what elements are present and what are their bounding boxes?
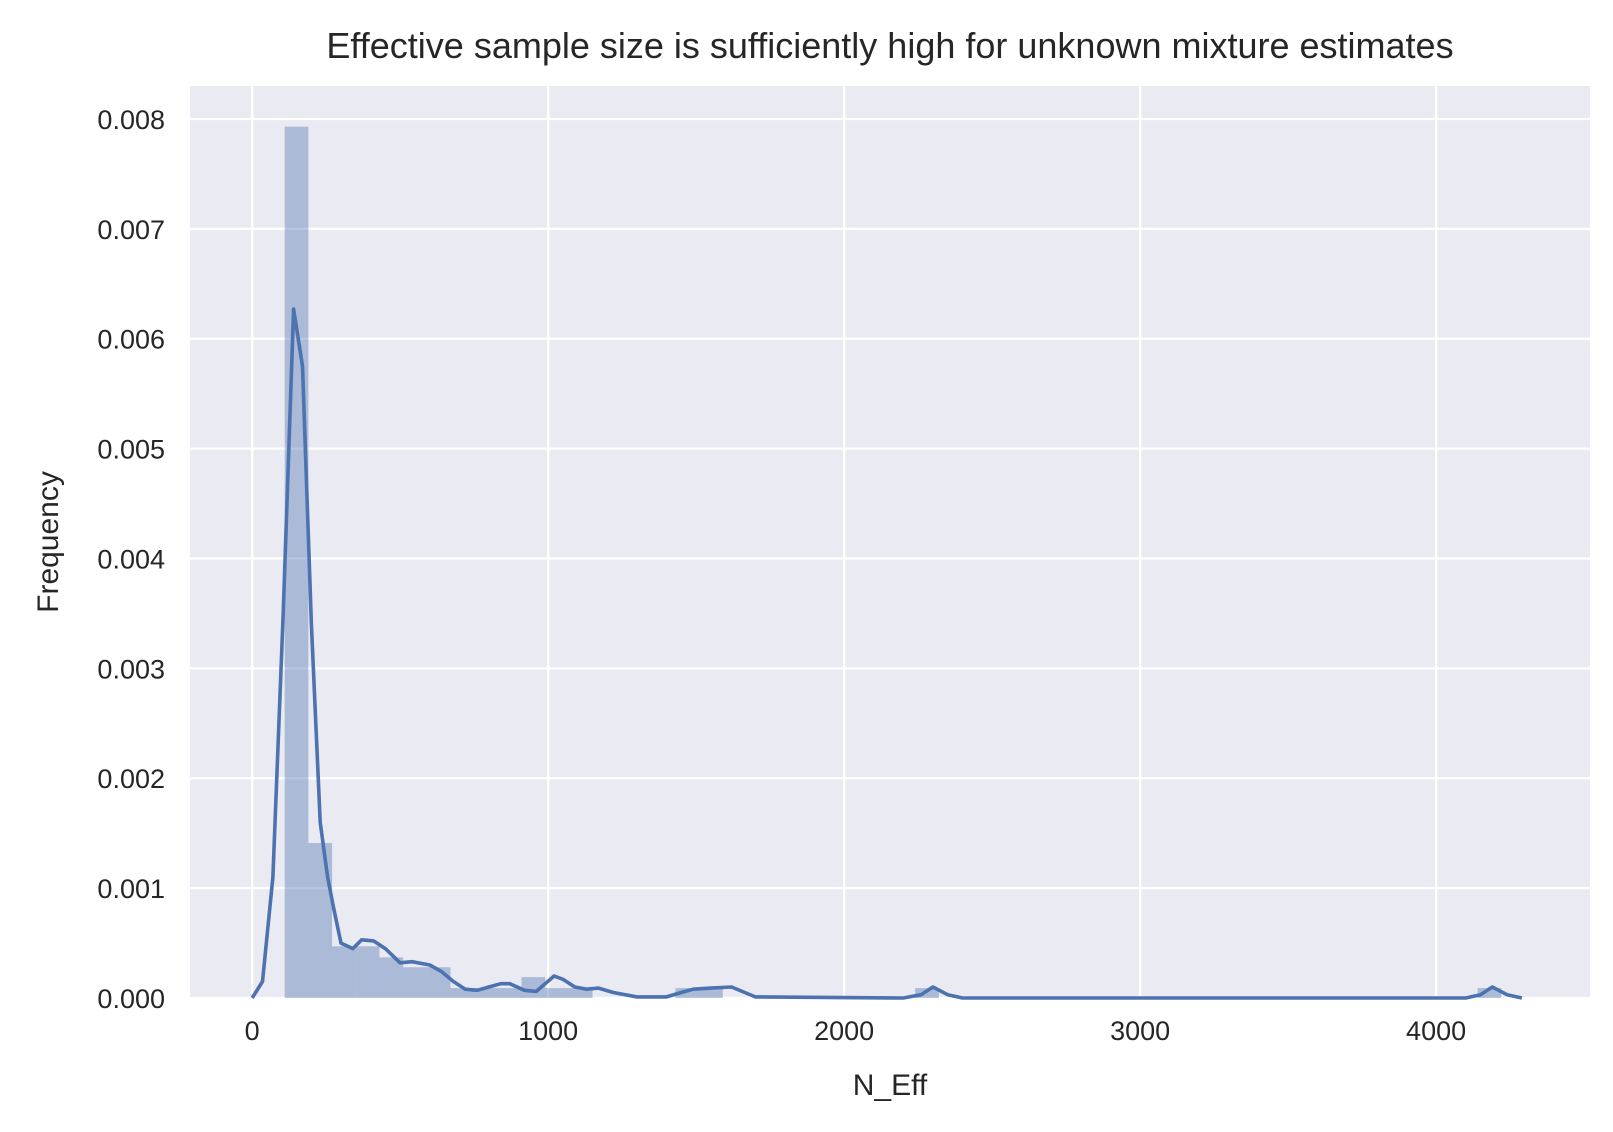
kde-line [250, 307, 1523, 1000]
y-tick-label: 0.003 [97, 654, 165, 684]
y-tick-label: 0.002 [97, 764, 165, 794]
histogram-bar [699, 988, 723, 998]
x-axis-label: N_Eff [853, 1069, 928, 1102]
x-tick-label: 2000 [814, 1016, 874, 1046]
histogram-bar [675, 988, 700, 998]
x-tick-label: 3000 [1110, 1016, 1170, 1046]
histogram-bar [474, 988, 498, 998]
y-tick-label: 0.005 [97, 435, 165, 465]
plot-background [190, 86, 1590, 998]
y-tick-label: 0.004 [97, 544, 165, 574]
histogram-bar [497, 988, 522, 998]
histogram-bar [568, 988, 593, 998]
histogram-bar [450, 988, 475, 998]
y-tick-label: 0.000 [97, 984, 165, 1014]
x-axis-ticks: 0 1000 2000 3000 4000 [245, 1016, 1466, 1046]
y-axis-ticks: 0.000 0.001 0.002 0.003 0.004 0.005 0.006 0.007… [97, 105, 165, 1014]
chart-title: Effective sample size is sufficiently hi… [326, 25, 1453, 66]
histogram-bar [355, 946, 380, 998]
y-tick-label: 0.001 [97, 874, 165, 904]
kde-curve-group [250, 307, 1523, 1000]
histogram-bar [308, 843, 333, 998]
y-tick-label: 0.008 [97, 105, 165, 135]
histogram-bar [332, 946, 356, 998]
histogram-bar [545, 988, 569, 998]
histogram-bar [915, 988, 939, 998]
y-axis-label: Frequency [32, 471, 65, 613]
histogram-bar [1477, 988, 1502, 998]
x-tick-label: 1000 [518, 1016, 578, 1046]
histogram-bar [403, 967, 427, 998]
y-tick-label: 0.006 [97, 325, 165, 355]
histogram-bar [284, 126, 309, 999]
y-tick-label: 0.007 [97, 215, 165, 245]
x-tick-label: 4000 [1406, 1016, 1466, 1046]
x-tick-label: 0 [245, 1016, 260, 1046]
histogram-bar [521, 977, 546, 998]
histogram-bar [379, 957, 404, 998]
